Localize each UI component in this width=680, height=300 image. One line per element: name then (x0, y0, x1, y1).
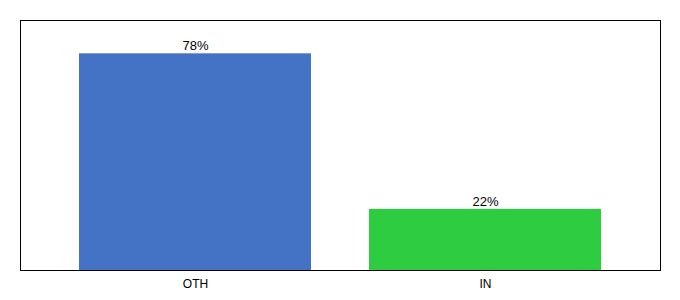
svg-text:OTH: OTH (183, 277, 208, 291)
svg-text:IN: IN (480, 277, 492, 291)
svg-text:22%: 22% (472, 194, 498, 209)
svg-text:78%: 78% (182, 38, 208, 53)
